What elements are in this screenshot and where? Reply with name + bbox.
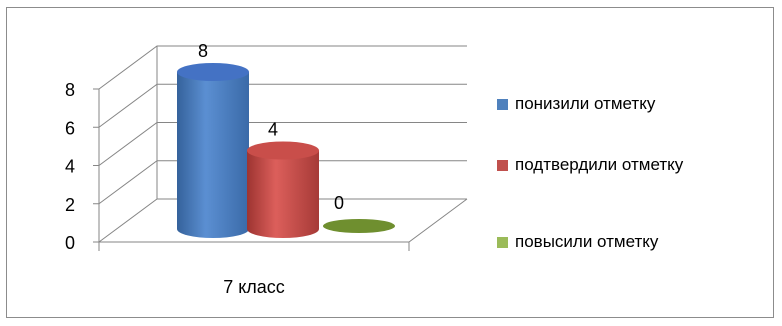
bar-2 <box>247 141 319 238</box>
gridline <box>98 160 467 205</box>
gridline <box>98 83 467 128</box>
y-tick-label: 2 <box>65 195 75 215</box>
legend-label: повысили отметку <box>515 232 659 251</box>
legend-label: подтвердили отметку <box>515 155 684 174</box>
y-tick-label: 0 <box>65 233 75 253</box>
bar-body <box>247 150 319 238</box>
data-label: 0 <box>334 193 344 213</box>
legend-item: подтвердили отметку <box>497 153 683 177</box>
x-category-label: 7 класс <box>223 277 285 297</box>
legend-item: понизили отметку <box>497 92 655 116</box>
bar-3 <box>323 219 395 233</box>
gridline <box>98 198 467 243</box>
legend-swatch <box>497 98 508 110</box>
bar-body <box>177 72 249 238</box>
y-tick-label: 6 <box>65 118 75 138</box>
bar-top <box>247 141 319 160</box>
bar-top <box>177 63 249 81</box>
data-label: 4 <box>268 120 278 140</box>
legend-swatch <box>497 236 508 248</box>
legend-swatch <box>497 159 508 171</box>
chart-frame <box>6 7 774 318</box>
gridline <box>98 45 467 90</box>
bar-1 <box>177 63 249 238</box>
data-label: 8 <box>198 41 208 61</box>
legend-item: повысили отметку <box>497 230 658 254</box>
y-tick-label: 4 <box>65 157 75 177</box>
legend-label: понизили отметку <box>515 94 656 113</box>
y-tick-label: 8 <box>65 80 75 100</box>
gridline <box>98 122 467 166</box>
bar-top <box>323 219 395 233</box>
